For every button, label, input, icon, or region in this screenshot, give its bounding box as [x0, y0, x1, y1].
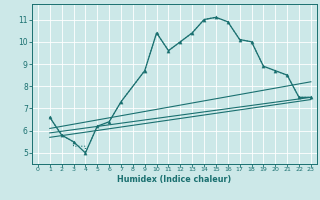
X-axis label: Humidex (Indice chaleur): Humidex (Indice chaleur) — [117, 175, 232, 184]
